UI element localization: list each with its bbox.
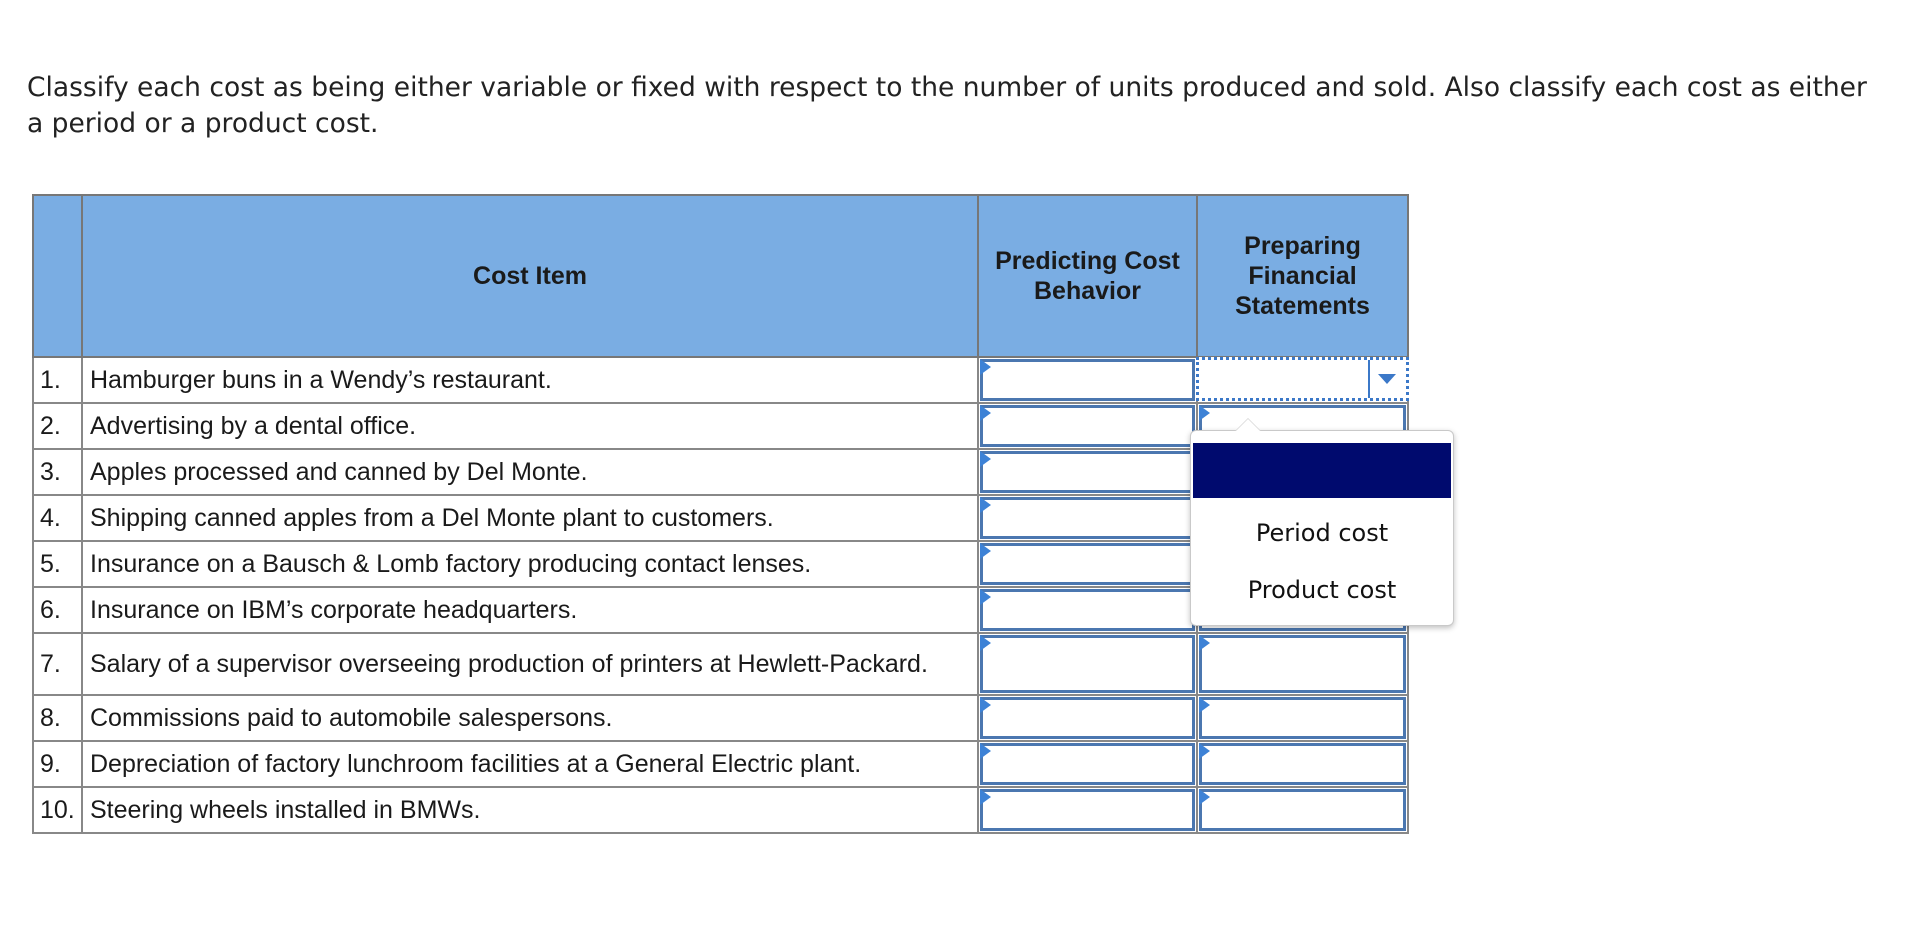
triangle-right-icon [980,635,991,651]
triangle-right-icon [1199,405,1210,421]
table-header-row: Cost Item Predicting Cost Behavior Prepa… [32,194,1409,358]
cost-item-text: Commissions paid to automobile salespers… [81,694,979,742]
cost-behavior-input[interactable] [977,586,1198,634]
table-row: 8. Commissions paid to automobile salesp… [32,694,1409,742]
dropdown-menu: Period cost Product cost [1190,418,1454,626]
instructions-text: Classify each cost as being either varia… [27,72,1867,139]
financial-statement-field[interactable] [1199,697,1406,739]
cost-behavior-field[interactable] [980,451,1195,493]
row-number: 10. [32,786,83,834]
cost-behavior-input[interactable] [977,632,1198,696]
cost-behavior-input[interactable] [977,740,1198,788]
dropdown-option-period-cost[interactable]: Period cost [1255,519,1389,547]
financial-statement-field[interactable] [1199,789,1406,831]
financial-statement-select[interactable] [1196,356,1409,404]
triangle-right-icon [980,697,991,713]
financial-statement-field[interactable] [1199,743,1406,785]
cost-behavior-input[interactable] [977,694,1198,742]
financial-statement-select[interactable] [1196,694,1409,742]
cost-behavior-input[interactable] [977,356,1198,404]
cost-behavior-input[interactable] [977,540,1198,588]
cost-behavior-field[interactable] [980,405,1195,447]
triangle-right-icon [980,497,991,513]
cost-item-text: Insurance on IBM’s corporate headquarter… [81,586,979,634]
row-number: 1. [32,356,83,404]
table-row: 1. Hamburger buns in a Wendy’s restauran… [32,356,1409,404]
cost-behavior-input[interactable] [977,402,1198,450]
cost-behavior-input[interactable] [977,448,1198,496]
cost-item-text: Depreciation of factory lunchroom facili… [81,740,979,788]
cost-behavior-input[interactable] [977,786,1198,834]
triangle-right-icon [980,405,991,421]
row-number: 2. [32,402,83,450]
header-number [32,194,83,358]
financial-statement-field[interactable] [1199,635,1406,693]
cost-behavior-field[interactable] [980,497,1195,539]
cost-item-text: Salary of a supervisor overseeing produc… [81,632,979,696]
dropdown-option-blank[interactable] [1193,443,1451,498]
triangle-right-icon [980,359,991,375]
triangle-right-icon [980,743,991,759]
row-number: 8. [32,694,83,742]
table-row: 9. Depreciation of factory lunchroom fac… [32,740,1409,788]
dropdown-pointer [1235,418,1261,431]
chevron-down-icon[interactable] [1378,374,1396,384]
row-number: 4. [32,494,83,542]
triangle-right-icon [1199,789,1210,805]
cost-item-text: Steering wheels installed in BMWs. [81,786,979,834]
financial-statement-select[interactable] [1196,786,1409,834]
row-number: 5. [32,540,83,588]
header-predicting-cost-behavior: Predicting Cost Behavior [977,194,1198,358]
row-number: 6. [32,586,83,634]
triangle-right-icon [1199,743,1210,759]
cost-behavior-field[interactable] [980,789,1195,831]
cost-behavior-field[interactable] [980,543,1195,585]
table-row: 7. Salary of a supervisor overseeing pro… [32,632,1409,696]
triangle-right-icon [980,451,991,467]
financial-statement-select[interactable] [1196,632,1409,696]
cost-behavior-input[interactable] [977,494,1198,542]
financial-statement-select[interactable] [1196,740,1409,788]
cost-item-text: Hamburger buns in a Wendy’s restaurant. [81,356,979,404]
cost-behavior-field[interactable] [980,743,1195,785]
triangle-right-icon [1199,697,1210,713]
cost-item-text: Shipping canned apples from a Del Monte … [81,494,979,542]
triangle-right-icon [980,789,991,805]
cost-item-text: Insurance on a Bausch & Lomb factory pro… [81,540,979,588]
row-number: 9. [32,740,83,788]
row-number: 3. [32,448,83,496]
cost-behavior-field[interactable] [980,697,1195,739]
cost-item-text: Apples processed and canned by Del Monte… [81,448,979,496]
table-row: 10. Steering wheels installed in BMWs. [32,786,1409,834]
cost-behavior-field[interactable] [980,635,1195,693]
select-divider [1368,360,1370,398]
row-number: 7. [32,632,83,696]
financial-statement-select-active[interactable] [1196,357,1409,401]
cost-item-text: Advertising by a dental office. [81,402,979,450]
dropdown-option-product-cost[interactable]: Product cost [1247,576,1397,604]
header-preparing-financial-statements: Preparing Financial Statements [1196,194,1409,358]
header-cost-item: Cost Item [81,194,979,358]
triangle-right-icon [980,543,991,559]
triangle-right-icon [980,589,991,605]
cost-behavior-field[interactable] [980,589,1195,631]
triangle-right-icon [1199,635,1210,651]
cost-behavior-field[interactable] [980,359,1195,401]
